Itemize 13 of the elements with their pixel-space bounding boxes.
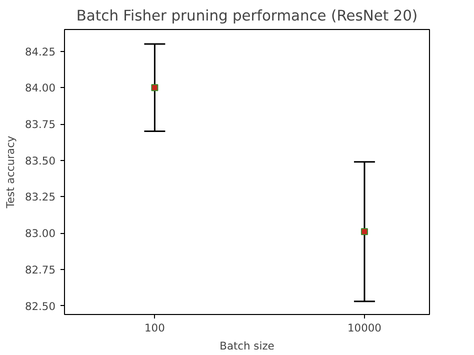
x-axis-title: Batch size [220, 340, 274, 352]
y-tick-label: 83.50 [24, 154, 56, 168]
y-tick-label: 84.00 [24, 82, 56, 95]
y-tick-label: 83.25 [24, 190, 56, 204]
y-tick-label: 83.75 [24, 118, 56, 132]
x-tick-label: 10000 [348, 322, 382, 334]
y-tick-label: 83.00 [24, 227, 56, 240]
y-tick-label: 82.75 [24, 263, 56, 276]
x-tick-label: 100 [144, 322, 166, 334]
y-axis-title: Test accuracy [4, 136, 17, 210]
chart-title: Batch Fisher pruning performance (ResNet 20) [76, 8, 418, 24]
y-tick-label: 82.50 [24, 300, 56, 313]
y-tick-label: 84.25 [24, 45, 56, 58]
